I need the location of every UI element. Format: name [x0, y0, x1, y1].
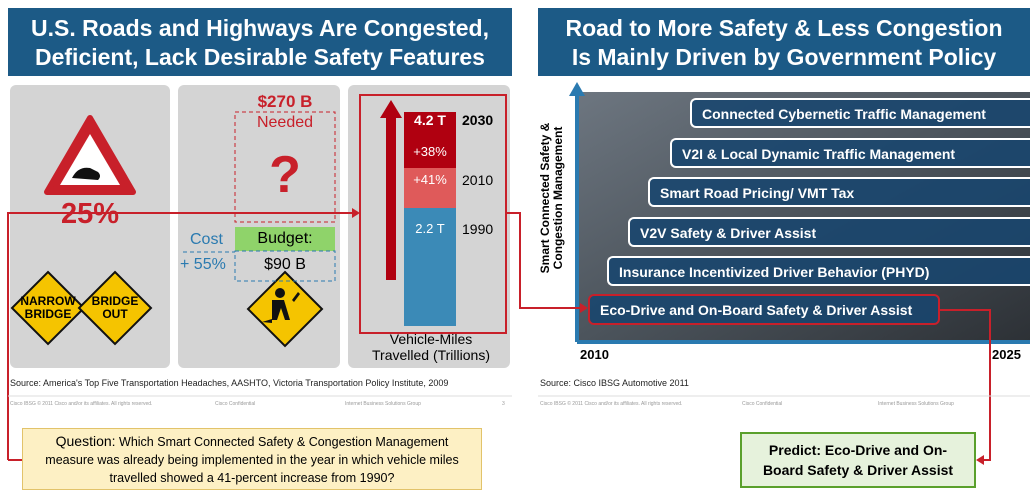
x-end: 2025 [992, 347, 1021, 362]
title-line: U.S. Roads and Highways Are Congested, [31, 15, 489, 41]
needed-box [234, 111, 336, 223]
footer-text: Cisco IBSG © 2011 Cisco and/or its affil… [540, 401, 683, 407]
title-line: Deficient, Lack Desirable Safety Feature… [35, 44, 485, 70]
sign-text: NARROW BRIDGE [20, 294, 76, 321]
connector [7, 212, 352, 460]
growth-arrow [386, 115, 396, 280]
diamond-sign [77, 270, 153, 346]
answer-box: Predict: Eco-Drive and On-Board Safety &… [740, 432, 976, 488]
connector-head [976, 455, 984, 465]
connector [940, 309, 991, 461]
sign-text: BRIDGE OUT [91, 294, 139, 321]
step: V2V Safety & Driver Assist [628, 217, 1030, 247]
step: Smart Road Pricing/ VMT Tax [648, 177, 1030, 207]
source: Source: America's Top Five Transportatio… [10, 378, 449, 388]
axis-line: Congestion Management [551, 126, 565, 270]
question-text: Which Smart Connected Safety & Congestio… [45, 435, 459, 485]
question-box: Question: Which Smart Connected Safety &… [22, 428, 482, 490]
stat: 25% [60, 198, 120, 230]
year: 1990 [462, 221, 494, 237]
segment-label: 4.2 T [414, 112, 446, 128]
caption-line: Vehicle-Miles [389, 331, 473, 347]
left-header: U.S. Roads and Highways Are Congested, D… [8, 8, 512, 76]
budget-amount-box [234, 250, 336, 282]
question-mark: ? [269, 146, 301, 204]
step-highlight: Eco-Drive and On-Board Safety & Driver A… [588, 294, 940, 325]
warning-inner [60, 134, 120, 185]
segment-change: +38% [413, 144, 447, 159]
cost-change: + 55% [180, 256, 226, 273]
footer-text: Cisco Confidential [742, 401, 783, 407]
car-icon [72, 167, 100, 180]
y-axis-arrow [569, 82, 585, 96]
question-lead: Question: [55, 433, 116, 449]
worker-icon [262, 292, 300, 323]
footer-text: 3 [502, 401, 505, 407]
budget-label: Budget: [257, 230, 313, 247]
segment-1990 [404, 208, 456, 326]
footer-text: Internet Business Solutions Group [345, 401, 421, 407]
connector-head [352, 208, 360, 218]
step: Insurance Incentivized Driver Behavior (… [607, 256, 1030, 286]
connector-head [580, 303, 588, 313]
footer-text: Internet Business Solutions Group [878, 401, 954, 407]
segment-change: +41% [413, 172, 447, 187]
connector [506, 212, 582, 309]
year: 2030 [462, 112, 494, 128]
segment-2010 [404, 168, 456, 208]
footer-text: Cisco Confidential [215, 401, 256, 407]
vmt-caption: Vehicle-Miles Travelled (Trillions) [350, 331, 512, 363]
x-start: 2010 [580, 347, 609, 362]
year: 2010 [462, 172, 494, 188]
y-axis-label: Smart Connected Safety & Congestion Mana… [538, 88, 565, 308]
source: Source: Cisco IBSG Automotive 2011 [540, 378, 689, 388]
caption-line: Travelled (Trillions) [372, 347, 490, 363]
budget-box [235, 227, 335, 251]
step: V2I & Local Dynamic Traffic Management [670, 138, 1030, 168]
needed-amount: $270 B [257, 92, 313, 111]
diamond-sign [10, 270, 86, 346]
title-line: Is Mainly Driven by Government Policy [571, 44, 997, 70]
segment-label: 2.2 T [415, 221, 445, 236]
cost-label: Cost [190, 231, 223, 248]
title-line: Road to More Safety & Less Congestion [565, 15, 1003, 41]
budget-amount: $90 B [264, 256, 306, 273]
right-header: Road to More Safety & Less Congestion Is… [538, 8, 1030, 76]
needed-label: Needed [256, 114, 314, 131]
segment-2030 [404, 112, 456, 168]
worker-icon [275, 288, 285, 298]
footer-text: Cisco IBSG © 2011 Cisco and/or its affil… [10, 401, 153, 407]
step: Connected Cybernetic Traffic Management [690, 98, 1030, 128]
growth-arrow-head [380, 100, 402, 118]
